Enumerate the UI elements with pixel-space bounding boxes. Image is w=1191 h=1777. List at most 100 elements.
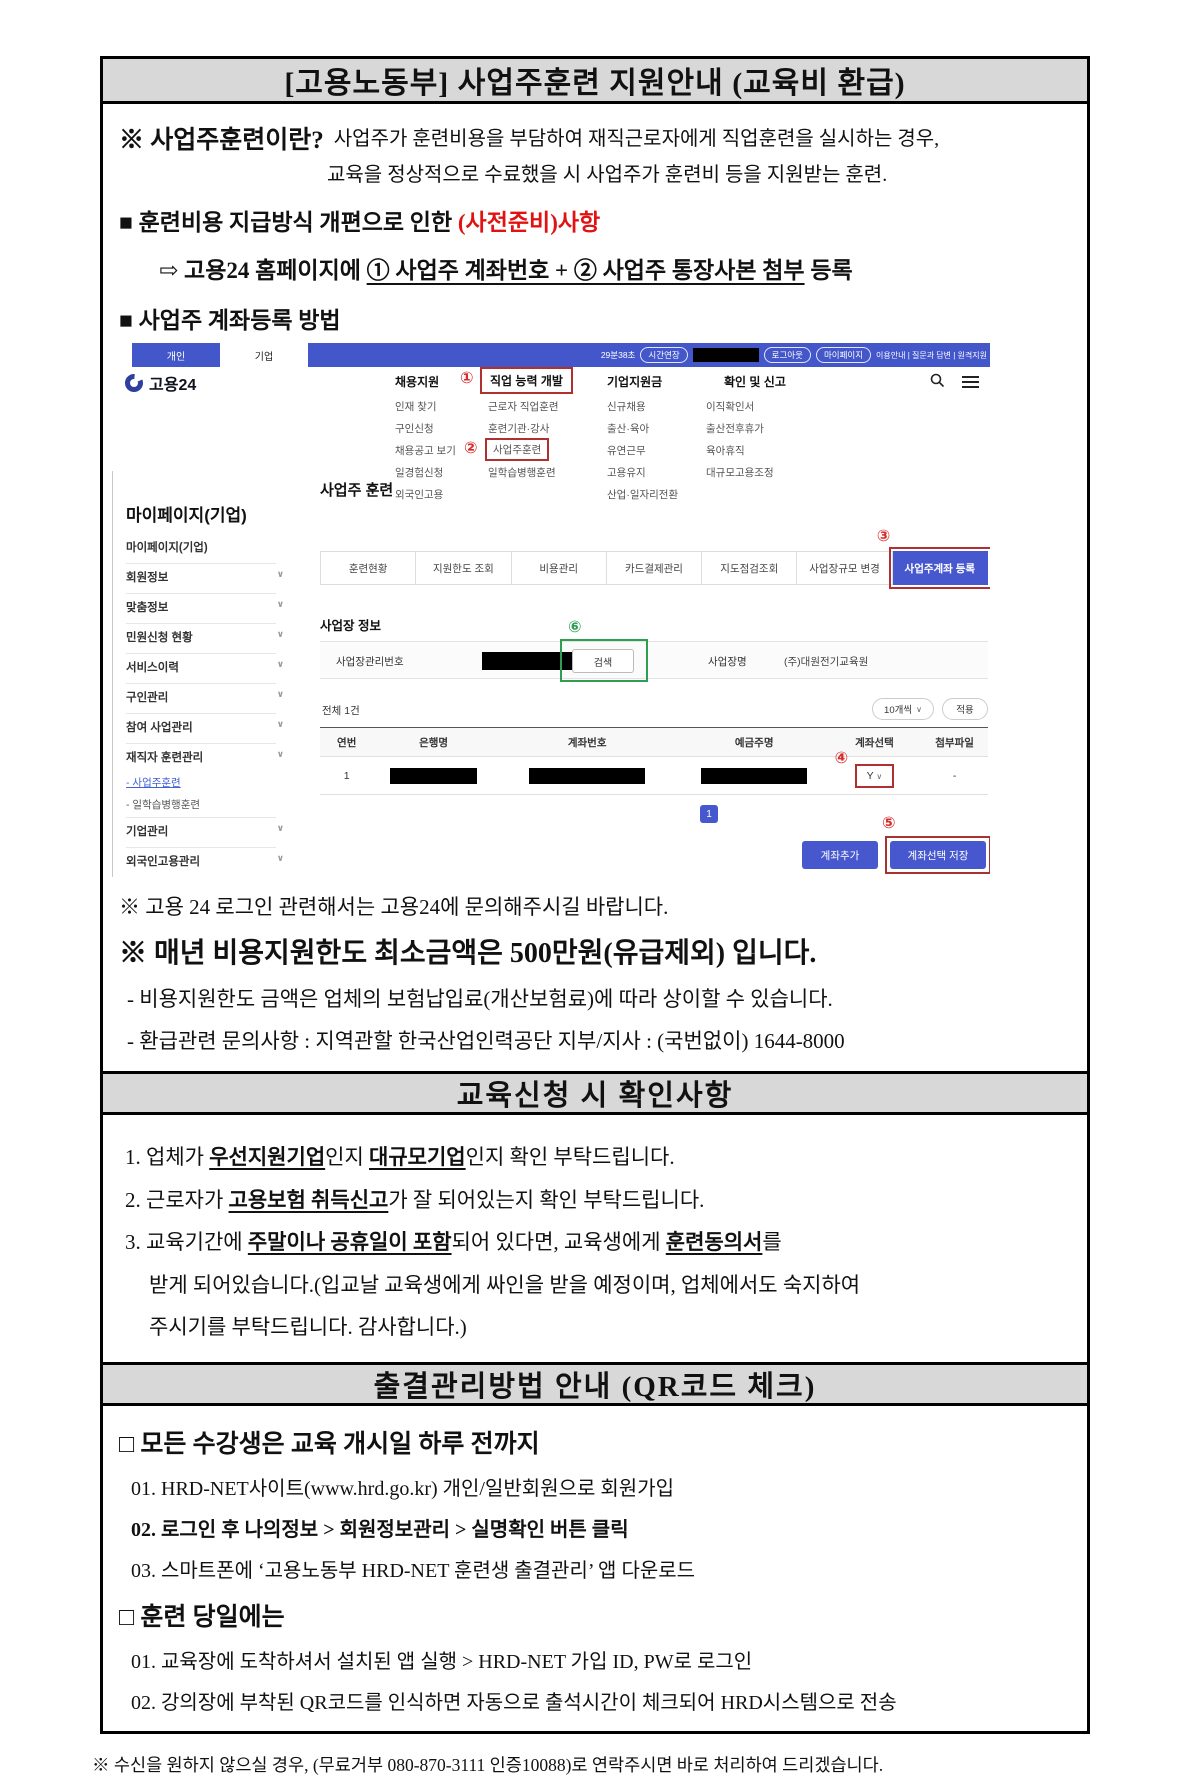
account-table: 연번 은행명 계좌번호 예금주명 계좌선택 첨부파일 1 [320, 727, 988, 795]
annotation-6: ⑥ [568, 617, 582, 636]
menu-item[interactable]: 고용유지 [607, 467, 646, 479]
account-number-cell [494, 757, 681, 794]
annotation-green-box [560, 639, 648, 682]
arrow-instruction: ⇨ 고용24 홈페이지에 ① 사업주 계좌번호 + ② 사업주 통장사본 첨부 … [159, 258, 853, 283]
menu-item[interactable]: 신규채용 [607, 401, 646, 413]
table-row: 1 ④ Y ∨ - [320, 749, 988, 795]
chevron-down-icon: ∨ [276, 719, 284, 729]
tab-card-payment[interactable]: 카드결제관리 [606, 551, 703, 585]
time-extend-button[interactable]: 시간연장 [640, 347, 688, 363]
menu-item[interactable]: 구인신청 [395, 423, 434, 435]
pagination-page-1[interactable]: 1 [700, 805, 718, 823]
save-account-selection-button[interactable]: 계좌선택 저장 [890, 841, 986, 869]
topbar-tab-personal[interactable]: 개인 [132, 343, 220, 367]
arrow-icon: ⇨ [159, 258, 185, 283]
confirm-checklist: 1. 업체가 우선지원기업인지 대규모기업인지 확인 부탁드립니다. 2. 근로… [100, 1112, 1090, 1365]
attendance-step: 01. 교육장에 도착하셔서 설치된 앱 실행 > HRD-NET 가입 ID,… [131, 1650, 753, 1673]
annotation-1: ① [460, 368, 474, 387]
mypage-button[interactable]: 마이페이지 [815, 347, 872, 363]
attendance-step: 02. 로그인 후 나의정보 > 회원정보관리 > 실명확인 버튼 클릭 [131, 1518, 629, 1541]
topbar-tab-company[interactable]: 기업 [220, 343, 308, 367]
redacted-bank-name [390, 767, 477, 784]
tab-limit-inquiry[interactable]: 지원한도 조회 [416, 551, 512, 585]
note-dash1: - 비용지원한도 금액은 업체의 보험납입료(개산보험료)에 따라 상이할 수 … [127, 987, 833, 1011]
sidebar-item-mypage[interactable]: 마이페이지(기업) [126, 542, 208, 554]
intro-label: ※ 사업주훈련이란? [119, 127, 324, 154]
tab-workplace-size[interactable]: 사업장규모 변경 [797, 551, 893, 585]
redacted-account-number [529, 767, 646, 784]
bullet-prep: ■ 훈련비용 지급방식 개편으로 인한 (사전준비)사항 [119, 210, 601, 235]
tab-training-status[interactable]: 훈련현황 [320, 551, 417, 585]
sidebar-item-civil[interactable]: ∨ 민원신청 현황 [126, 629, 284, 644]
redacted-holder-name [701, 767, 808, 784]
bank-name-cell [373, 757, 493, 794]
menu-item[interactable]: 출산전후휴가 [706, 423, 764, 435]
search-icon[interactable] [930, 373, 945, 393]
session-timer: 29분38초 [600, 350, 636, 360]
page-title: [고용노동부] 사업주훈련 지원안내 (교육비 환급) [100, 56, 1090, 104]
account-select-dropdown[interactable]: ④ Y ∨ [835, 749, 895, 788]
hamburger-menu-icon[interactable] [962, 376, 979, 391]
menu-item[interactable]: 대규모고용조정 [706, 467, 774, 479]
sidebar-item-custom[interactable]: ∨ 맞춤정보 [126, 599, 284, 614]
sidebar-link-employer-training[interactable]: - 사업주훈련 [126, 777, 181, 789]
bullet-account-method: ■ 사업주 계좌등록 방법 [119, 308, 341, 333]
attendance-step: 01. HRD-NET사이트(www.hrd.go.kr) 개인/일반회원으로 … [131, 1477, 674, 1500]
chevron-down-icon: ∨ [276, 823, 284, 833]
workplace-search-button[interactable]: 검색 [572, 649, 634, 673]
sidebar-sub-dual-training[interactable]: - 일학습병행훈련 [126, 799, 201, 811]
goyong24-logo[interactable]: 고용24 [124, 371, 196, 395]
section-title-attendance: 출결관리방법 안내 (QR코드 체크) [100, 1361, 1090, 1406]
sidebar-item-company-mgmt[interactable]: ∨ 기업관리 [126, 823, 284, 838]
nav-subsidy[interactable]: 기업지원금 [607, 375, 663, 389]
annotation-5: ⑤ [882, 813, 896, 832]
menu-item[interactable]: 외국인고용 [395, 489, 444, 501]
nav-recruit[interactable]: 채용지원 [395, 375, 440, 389]
menu-item[interactable]: 일경험신청 [395, 467, 444, 479]
menu-item[interactable]: 인재 찾기 [395, 401, 437, 413]
logout-button[interactable]: 로그아웃 [763, 347, 811, 363]
holder-name-cell [681, 757, 828, 794]
attendance-step: 03. 스마트폰에 ‘고용노동부 HRD-NET 훈련생 출결관리’ 앱 다운로… [131, 1559, 696, 1582]
intro-line2: 교육을 정상적으로 수료했을 시 사업주가 훈련비 등을 지원받는 훈련. [327, 164, 888, 186]
sidebar-item-foreign-employment[interactable]: ∨ 외국인고용관리 [126, 853, 284, 868]
menu-item[interactable]: 채용공고 보기 [395, 445, 456, 457]
tab-inspection[interactable]: 지도점검조회 [702, 551, 798, 585]
tab-cost-mgmt[interactable]: 비용관리 [511, 551, 607, 585]
attendance-step: 02. 강의장에 부착된 QR코드를 인식하면 자동으로 출석시간이 체크되어 … [131, 1691, 897, 1714]
redacted-username [692, 348, 759, 362]
attendance-group1-heading: □ 모든 수강생은 교육 개시일 하루 전까지 [119, 1430, 540, 1458]
main-pane: 사업주 훈련 훈련현황 지원한도 조회 비용관리 카드결제관리 지도점검조회 사… [320, 471, 990, 877]
sidebar-item-participation[interactable]: ∨ 참여 사업관리 [126, 719, 284, 734]
workplace-info-heading: 사업장 정보 [320, 619, 381, 633]
sidebar-item-service[interactable]: ∨ 서비스이력 [126, 659, 284, 674]
menu-item[interactable]: 근로자 직업훈련 [488, 401, 559, 413]
menu-item[interactable]: 출산·육아 [607, 423, 650, 435]
chevron-down-icon: ∨ [276, 689, 284, 699]
sidebar-item-member[interactable]: ∨ 회원정보 [126, 569, 284, 584]
topbar-links[interactable]: 이용안내 | 질문과 답변 | 원격지원 [876, 350, 987, 360]
save-annotation-box: ⑤ 계좌선택 저장 [882, 815, 990, 874]
page-size-select[interactable]: 10개씩 ∨ [872, 698, 934, 720]
intro: ※ 사업주훈련이란? 사업주가 훈련비용을 부담하여 재직근로자에게 직업훈련을… [119, 120, 1071, 156]
sidebar-item-incumbent-training[interactable]: ∨ 재직자 훈련관리 [126, 749, 284, 764]
menu-item[interactable]: 일학습병행훈련 [488, 467, 556, 479]
menu-item[interactable]: 유연근무 [607, 445, 646, 457]
apply-button[interactable]: 적용 [942, 698, 988, 720]
nav-vocational-dev[interactable]: 직업 능력 개발 [480, 367, 573, 394]
confirm-item-3: 3. 교육기간에 주말이나 공휴일이 포함되어 있다면, 교육생에게 훈련동의서… [125, 1230, 782, 1255]
sidebar-item-joboffer[interactable]: ∨ 구인관리 [126, 689, 284, 704]
nav-report[interactable]: 확인 및 신고 [724, 375, 786, 389]
add-account-button[interactable]: 계좌추가 [802, 841, 878, 869]
attachment-cell: - [952, 769, 957, 782]
menu-item[interactable]: 이직확인서 [706, 401, 755, 413]
menu-item[interactable]: 육아휴직 [706, 445, 745, 457]
tab-account-register[interactable]: ③ 사업주계좌 등록 [877, 528, 990, 589]
menu-item-employer-training[interactable]: 사업주훈련 [485, 438, 550, 461]
section-title-confirm: 교육신청 시 확인사항 [100, 1071, 1090, 1115]
menu-item[interactable]: 산업·일자리전환 [607, 489, 679, 501]
chevron-down-icon: ∨ [276, 853, 284, 863]
row-number: 1 [343, 769, 350, 782]
menu-item[interactable]: 훈련기관·강사 [488, 423, 550, 435]
confirm-item-3-line3: 주시기를 부탁드립니다. 감사합니다.) [149, 1315, 467, 1340]
